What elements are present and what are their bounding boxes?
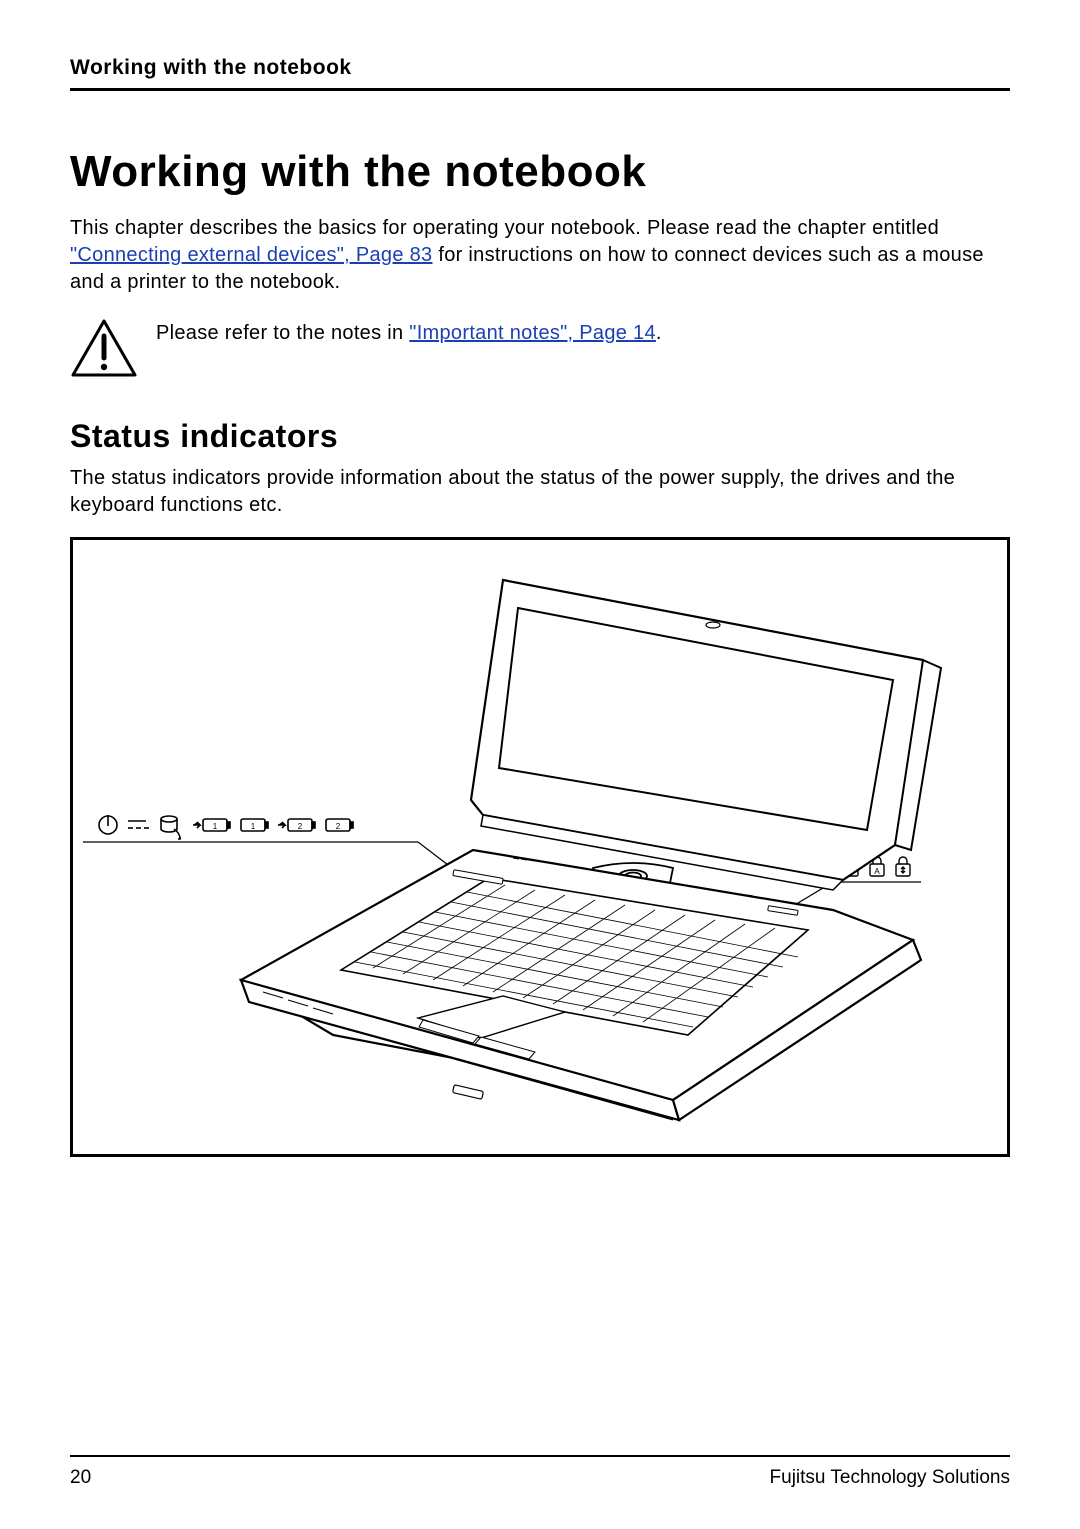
icon-battery-1: 1 (241, 819, 268, 831)
indicator-row-left: 1 1 2 (99, 815, 353, 839)
warning-note: Please refer to the notes in "Important … (70, 318, 1010, 378)
svg-text:A: A (874, 867, 880, 876)
section-status-indicators: Status indicators (70, 418, 1010, 455)
svg-text:2: 2 (298, 822, 303, 831)
note-text-before: Please refer to the notes in (156, 322, 409, 344)
caution-triangle-icon (70, 318, 138, 378)
icon-battery-2: 2 (326, 819, 353, 831)
intro-paragraph: This chapter describes the basics for op… (70, 215, 1010, 296)
footer-page-number: 20 (70, 1467, 91, 1489)
notebook-outline (241, 580, 941, 1120)
icon-scroll-lock (896, 857, 910, 876)
intro-text-before: This chapter describes the basics for op… (70, 217, 939, 239)
icon-battery-2-charging: 2 (278, 819, 315, 831)
page-title-h1: Working with the notebook (70, 147, 1010, 197)
note-text: Please refer to the notes in "Important … (156, 318, 662, 347)
notebook-illustration: 1 1 2 (73, 540, 1007, 1154)
note-text-after: . (656, 322, 662, 344)
running-head: Working with the notebook (70, 56, 1010, 80)
manual-page: Working with the notebook Working with t… (0, 0, 1080, 1529)
header-rule (70, 88, 1010, 91)
status-paragraph: The status indicators provide informatio… (70, 465, 1010, 519)
icon-battery-1-charging: 1 (193, 819, 230, 831)
svg-text:1: 1 (213, 822, 218, 831)
icon-power (99, 815, 117, 834)
footer-company: Fujitsu Technology Solutions (770, 1467, 1010, 1489)
icon-dc-in (128, 821, 149, 828)
icon-drive-access (161, 816, 180, 839)
svg-text:2: 2 (336, 822, 341, 831)
link-connecting-external-devices[interactable]: "Connecting external devices", Page 83 (70, 244, 432, 266)
footer-rule (70, 1455, 1010, 1457)
page-footer: 20 Fujitsu Technology Solutions (70, 1455, 1010, 1489)
link-important-notes[interactable]: "Important notes", Page 14 (409, 322, 656, 344)
figure-notebook-status-indicators: 1 1 2 (70, 537, 1010, 1157)
svg-text:1: 1 (251, 822, 256, 831)
